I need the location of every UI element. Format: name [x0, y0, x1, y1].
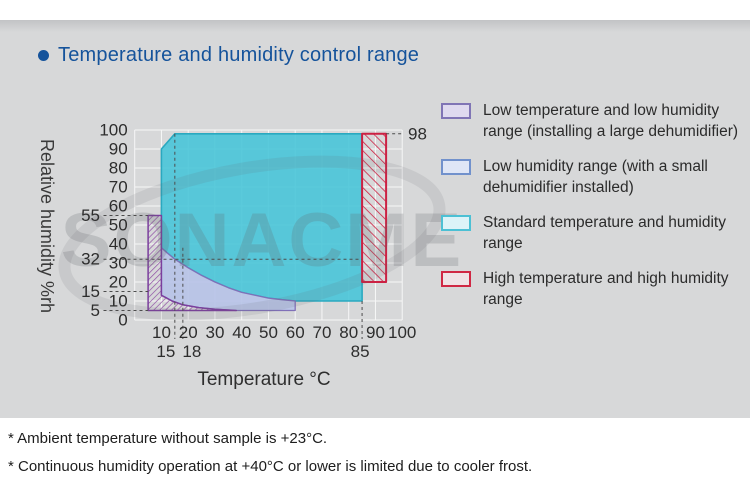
outer-y-label: 32	[81, 250, 100, 269]
sub-x-label: 15	[156, 342, 175, 361]
svg-text:SONACME: SONACME	[61, 198, 463, 283]
y-tick-label: 60	[109, 197, 128, 216]
sub-x-label: 18	[182, 342, 201, 361]
y-tick-label: 40	[109, 235, 128, 254]
outer-y-label: 15	[81, 282, 100, 301]
footnote-ambient-temperature: * Ambient temperature without sample is …	[8, 430, 328, 447]
x-tick-label: 20	[179, 323, 198, 342]
y-tick-label: 70	[109, 178, 128, 197]
guides	[103, 133, 404, 339]
outer-y-label: 5	[91, 301, 100, 320]
region-high-temperature-and-high-humidity-range	[361, 132, 388, 283]
bullet-icon	[38, 50, 49, 61]
x-tick-label: 100	[388, 323, 416, 342]
legend-swatch-low-temp-low-humidity	[441, 103, 471, 119]
legend-label: Low temperature and low humidity range (…	[483, 102, 739, 140]
y-tick-label: 0	[118, 311, 127, 330]
footnotes: * Ambient temperature without sample is …	[8, 425, 748, 481]
right-y-label: 98	[408, 124, 427, 143]
x-tick-label: 40	[232, 323, 251, 342]
legend-label: High temperature and high humidity range	[483, 270, 729, 308]
x-tick-label: 80	[339, 323, 358, 342]
legend-item-low-humidity: Low humidity range (with a small dehumid…	[441, 156, 743, 198]
legend-swatch-high-temp-high-humidity	[441, 271, 471, 287]
legend-label: Low humidity range (with a small dehumid…	[483, 158, 708, 196]
legend-item-standard-range: Standard temperature and humidity range	[441, 212, 743, 254]
y-tick-label: 30	[109, 254, 128, 273]
y-tick-label: 20	[109, 273, 128, 292]
y-tick-label: 90	[109, 140, 128, 159]
y-tick-label: 50	[109, 216, 128, 235]
legend-swatch-standard-range	[441, 215, 471, 231]
legend-label: Standard temperature and humidity range	[483, 214, 726, 252]
x-tick-label: 90	[366, 323, 385, 342]
legend-item-low-temp-low-humidity: Low temperature and low humidity range (…	[441, 100, 743, 142]
x-tick-label: 30	[205, 323, 224, 342]
section-title-row: Temperature and humidity control range	[38, 44, 419, 67]
y-tick-label: 100	[99, 121, 127, 140]
legend-swatch-low-humidity	[441, 159, 471, 175]
legend-item-high-temp-high-humidity: High temperature and high humidity range	[441, 268, 743, 310]
outer-y-label: 55	[81, 206, 100, 225]
x-tick-label: 60	[286, 323, 305, 342]
section-title: Temperature and humidity control range	[58, 44, 420, 66]
x-tick-label: 50	[259, 323, 278, 342]
sub-x-label: 85	[351, 342, 370, 361]
y-tick-label: 10	[109, 292, 128, 311]
x-tick-label: 70	[312, 323, 331, 342]
footnote-cooler-frost: * Continuous humidity operation at +40°C…	[8, 458, 533, 475]
watermark: SONACME	[58, 155, 463, 321]
chart-legend: Low temperature and low humidity range (…	[441, 100, 743, 310]
x-axis-title: Temperature °C	[197, 369, 331, 390]
y-tick-label: 80	[109, 159, 128, 178]
x-tick-label: 10	[152, 323, 171, 342]
